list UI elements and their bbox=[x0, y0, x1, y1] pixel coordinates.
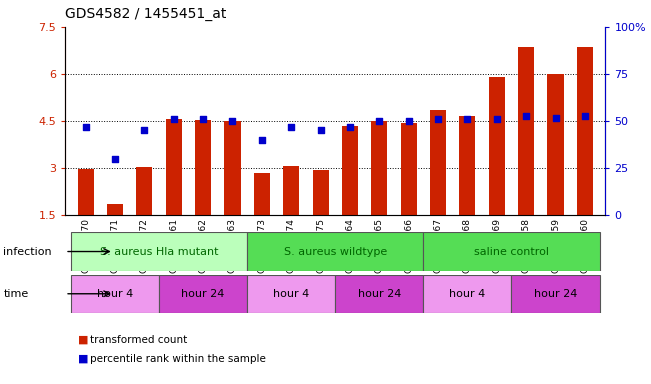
Bar bbox=[247, 275, 335, 313]
Text: S. aureus Hla mutant: S. aureus Hla mutant bbox=[100, 247, 218, 257]
Text: time: time bbox=[3, 289, 29, 299]
Text: ■: ■ bbox=[78, 335, 89, 345]
Text: hour 4: hour 4 bbox=[97, 289, 133, 299]
Text: infection: infection bbox=[3, 247, 52, 257]
Point bbox=[139, 127, 150, 134]
Point bbox=[315, 127, 326, 134]
Bar bbox=[577, 47, 593, 215]
Text: saline control: saline control bbox=[474, 247, 549, 257]
Point bbox=[492, 116, 502, 122]
Point bbox=[433, 116, 443, 122]
Point bbox=[374, 118, 385, 124]
Bar bbox=[512, 275, 600, 313]
Text: GDS4582 / 1455451_at: GDS4582 / 1455451_at bbox=[65, 7, 227, 21]
Bar bbox=[77, 169, 94, 215]
Point bbox=[550, 115, 561, 121]
Bar bbox=[423, 275, 512, 313]
Bar bbox=[335, 275, 423, 313]
Text: ■: ■ bbox=[78, 354, 89, 364]
Point bbox=[345, 124, 355, 130]
Text: percentile rank within the sample: percentile rank within the sample bbox=[90, 354, 266, 364]
Bar bbox=[312, 170, 329, 215]
Bar bbox=[342, 126, 358, 215]
Text: S. aureus wildtype: S. aureus wildtype bbox=[284, 247, 387, 257]
Bar bbox=[518, 47, 534, 215]
Bar bbox=[159, 275, 247, 313]
Bar bbox=[254, 173, 270, 215]
Bar bbox=[195, 120, 211, 215]
Text: hour 4: hour 4 bbox=[449, 289, 486, 299]
Point bbox=[286, 124, 296, 130]
Bar bbox=[225, 121, 241, 215]
Bar bbox=[247, 232, 423, 271]
Bar bbox=[283, 166, 299, 215]
Text: transformed count: transformed count bbox=[90, 335, 187, 345]
Point bbox=[462, 116, 473, 122]
Bar bbox=[430, 110, 446, 215]
Point bbox=[110, 156, 120, 162]
Point bbox=[198, 116, 208, 122]
Bar bbox=[400, 122, 417, 215]
Bar bbox=[371, 121, 387, 215]
Point bbox=[404, 118, 414, 124]
Bar bbox=[547, 74, 564, 215]
Bar bbox=[460, 116, 475, 215]
Point bbox=[256, 137, 267, 143]
Bar bbox=[71, 275, 159, 313]
Bar bbox=[71, 232, 247, 271]
Bar bbox=[107, 204, 123, 215]
Text: hour 24: hour 24 bbox=[534, 289, 577, 299]
Bar bbox=[136, 167, 152, 215]
Text: hour 4: hour 4 bbox=[273, 289, 309, 299]
Point bbox=[81, 124, 91, 130]
Text: hour 24: hour 24 bbox=[182, 289, 225, 299]
Point bbox=[521, 113, 531, 119]
Bar bbox=[423, 232, 600, 271]
Bar bbox=[489, 77, 505, 215]
Point bbox=[227, 118, 238, 124]
Point bbox=[169, 116, 179, 122]
Point bbox=[579, 113, 590, 119]
Text: hour 24: hour 24 bbox=[357, 289, 401, 299]
Bar bbox=[165, 119, 182, 215]
